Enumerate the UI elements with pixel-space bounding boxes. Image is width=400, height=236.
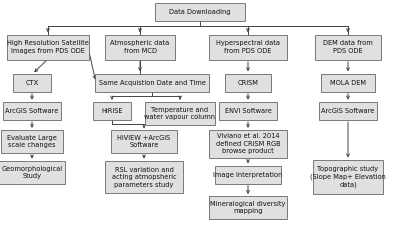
Text: Data Downloading: Data Downloading <box>169 9 231 15</box>
FancyBboxPatch shape <box>95 74 209 92</box>
FancyBboxPatch shape <box>319 102 377 120</box>
FancyBboxPatch shape <box>209 196 287 219</box>
Text: Temperature and
water vapour column: Temperature and water vapour column <box>144 106 216 120</box>
FancyBboxPatch shape <box>1 130 63 153</box>
Text: High Resolution Satellite
Images from PDS ODE: High Resolution Satellite Images from PD… <box>7 40 89 54</box>
Text: MOLA DEM: MOLA DEM <box>330 80 366 86</box>
FancyBboxPatch shape <box>209 35 287 60</box>
FancyBboxPatch shape <box>313 160 383 194</box>
Text: Mineralogical diversity
mapping: Mineralogical diversity mapping <box>210 201 286 215</box>
FancyBboxPatch shape <box>105 161 183 193</box>
Text: CRISM: CRISM <box>238 80 258 86</box>
Text: Hyperspectral data
from PDS ODE: Hyperspectral data from PDS ODE <box>216 40 280 54</box>
Text: CTX: CTX <box>25 80 39 86</box>
FancyBboxPatch shape <box>315 35 381 60</box>
FancyBboxPatch shape <box>225 74 271 92</box>
FancyBboxPatch shape <box>13 74 51 92</box>
Text: RSL variation and
acting atmopsheric
parameters study: RSL variation and acting atmopsheric par… <box>112 167 176 187</box>
FancyBboxPatch shape <box>7 35 89 60</box>
FancyBboxPatch shape <box>111 130 177 153</box>
FancyBboxPatch shape <box>0 161 65 184</box>
Text: ArcGIS Software: ArcGIS Software <box>5 108 59 114</box>
Text: ENVI Software: ENVI Software <box>224 108 272 114</box>
FancyBboxPatch shape <box>145 102 215 125</box>
Text: Same Acquistion Date and Time: Same Acquistion Date and Time <box>98 80 206 86</box>
FancyBboxPatch shape <box>93 102 131 120</box>
Text: DEM data from
PDS ODE: DEM data from PDS ODE <box>323 40 373 54</box>
Text: Atmospheric data
from MCD: Atmospheric data from MCD <box>110 40 170 54</box>
FancyBboxPatch shape <box>3 102 61 120</box>
FancyBboxPatch shape <box>215 166 281 184</box>
Text: Image Interpretation: Image Interpretation <box>213 172 283 178</box>
FancyBboxPatch shape <box>219 102 277 120</box>
Text: Geomorphological
Study: Geomorphological Study <box>2 165 62 179</box>
FancyBboxPatch shape <box>321 74 375 92</box>
FancyBboxPatch shape <box>209 130 287 158</box>
FancyBboxPatch shape <box>155 3 245 21</box>
Text: Topographic study
(Slope Map+ Elevation
data): Topographic study (Slope Map+ Elevation … <box>310 166 386 188</box>
Text: HiRISE: HiRISE <box>101 108 123 114</box>
FancyBboxPatch shape <box>105 35 175 60</box>
Text: Evaluate Large
scale changes: Evaluate Large scale changes <box>7 135 57 148</box>
Text: Viviano et al. 2014
defined CRISM RGB
browse product: Viviano et al. 2014 defined CRISM RGB br… <box>216 134 280 154</box>
Text: ArcGIS Software: ArcGIS Software <box>321 108 375 114</box>
Text: HiVIEW +ArcGIS
Software: HiVIEW +ArcGIS Software <box>117 135 171 148</box>
